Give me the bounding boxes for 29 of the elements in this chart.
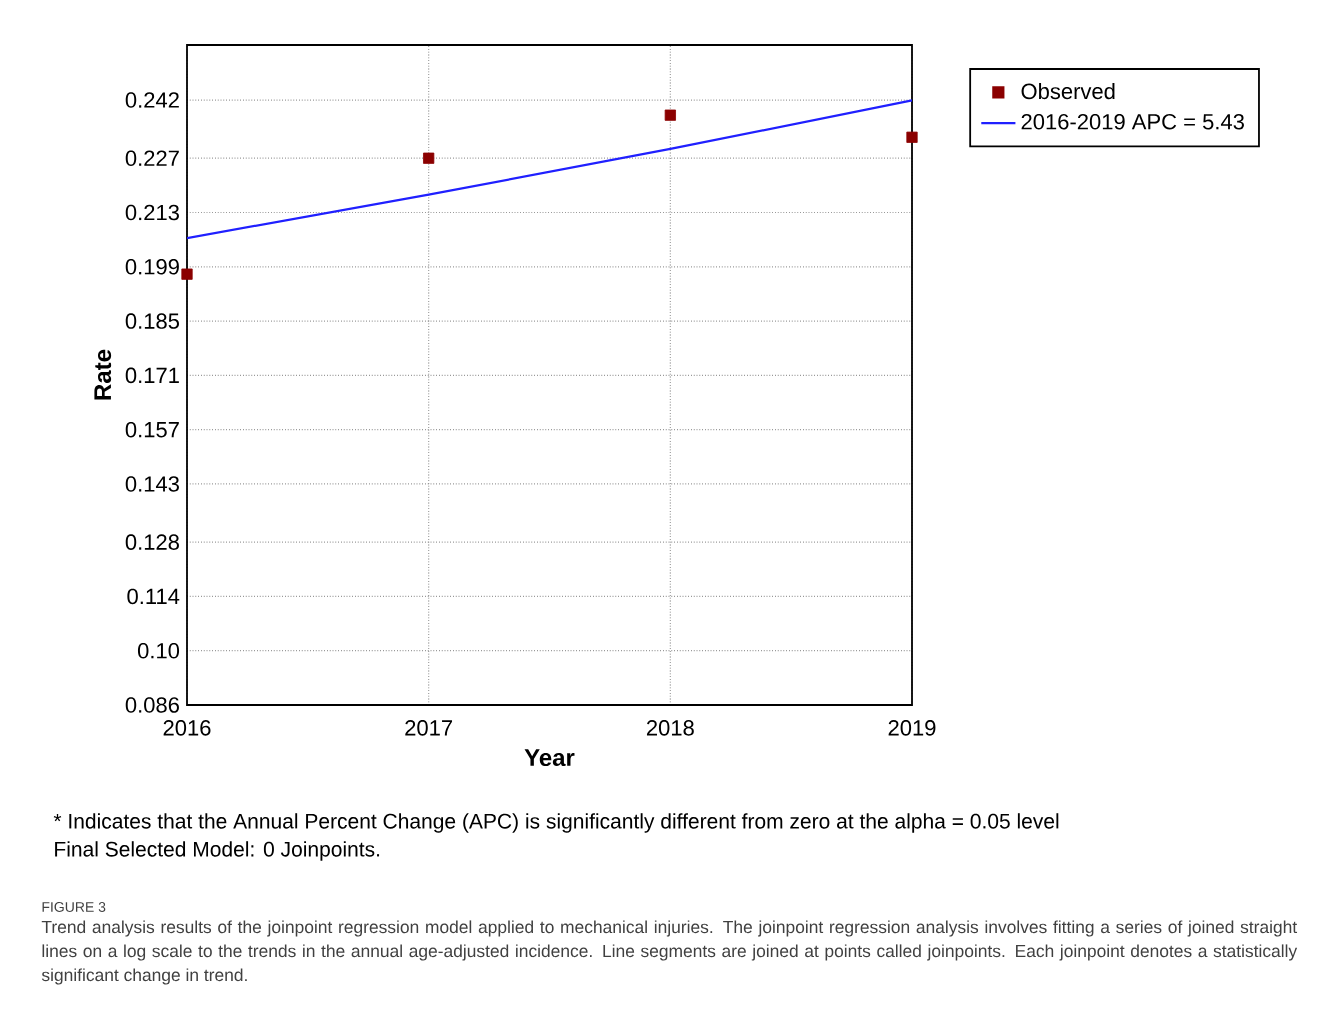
point xyxy=(181,268,193,280)
text: * Indicates that the Annual Percent Change (APC) is significantly different from zero at the alpha = 0.05 level xyxy=(53,813,1059,833)
y-tick-label: 0.213 xyxy=(125,204,179,221)
y-tick-label: 0.114 xyxy=(127,588,180,605)
y-tick-label: 0.10 xyxy=(137,642,180,659)
x-tick-label: 2016 xyxy=(163,720,211,736)
line-series xyxy=(187,99,912,240)
point xyxy=(664,109,676,121)
y-tick-label: 0.242 xyxy=(125,92,179,108)
point xyxy=(906,131,918,143)
legend-label: 2016-2019 APC = 5.43 xyxy=(1021,113,1244,130)
y-tick-label: 0.227 xyxy=(125,150,179,167)
x-tick-label: 2018 xyxy=(646,720,694,736)
y-tick-label: 0.157 xyxy=(125,421,179,438)
y-tick-label: 0.086 xyxy=(125,697,179,713)
x-tick-label: 2017 xyxy=(405,720,453,736)
y-tick-label: 0.143 xyxy=(125,476,179,492)
x-axis-title: Year xyxy=(524,749,575,767)
y-axis-title: Rate xyxy=(94,349,112,400)
text: Final Selected Model: 0 Joinpoints. xyxy=(55,841,380,861)
legend-label: Observed xyxy=(1021,82,1115,100)
x-tick-label: 2019 xyxy=(888,720,936,736)
point xyxy=(423,152,435,164)
y-tick-label: 0.199 xyxy=(125,259,179,275)
y-tick-label: 0.185 xyxy=(125,313,179,329)
y-tick-label: 0.171 xyxy=(125,367,179,384)
caption: FIGURE 3 xyxy=(42,902,106,912)
y-tick-label: 0.128 xyxy=(125,534,179,550)
text: Trend analysis results of the joinpoint regression model applied to mechanical injuries. The joinpoint regression analysis involves fitting a series of joined straight lines on a log scale to the trends in the annual age-adjusted incidence. Line segments are joined at points called joinpoints. Each joinpoint denotes a statistically significant change in trend. xyxy=(41,920,1298,985)
